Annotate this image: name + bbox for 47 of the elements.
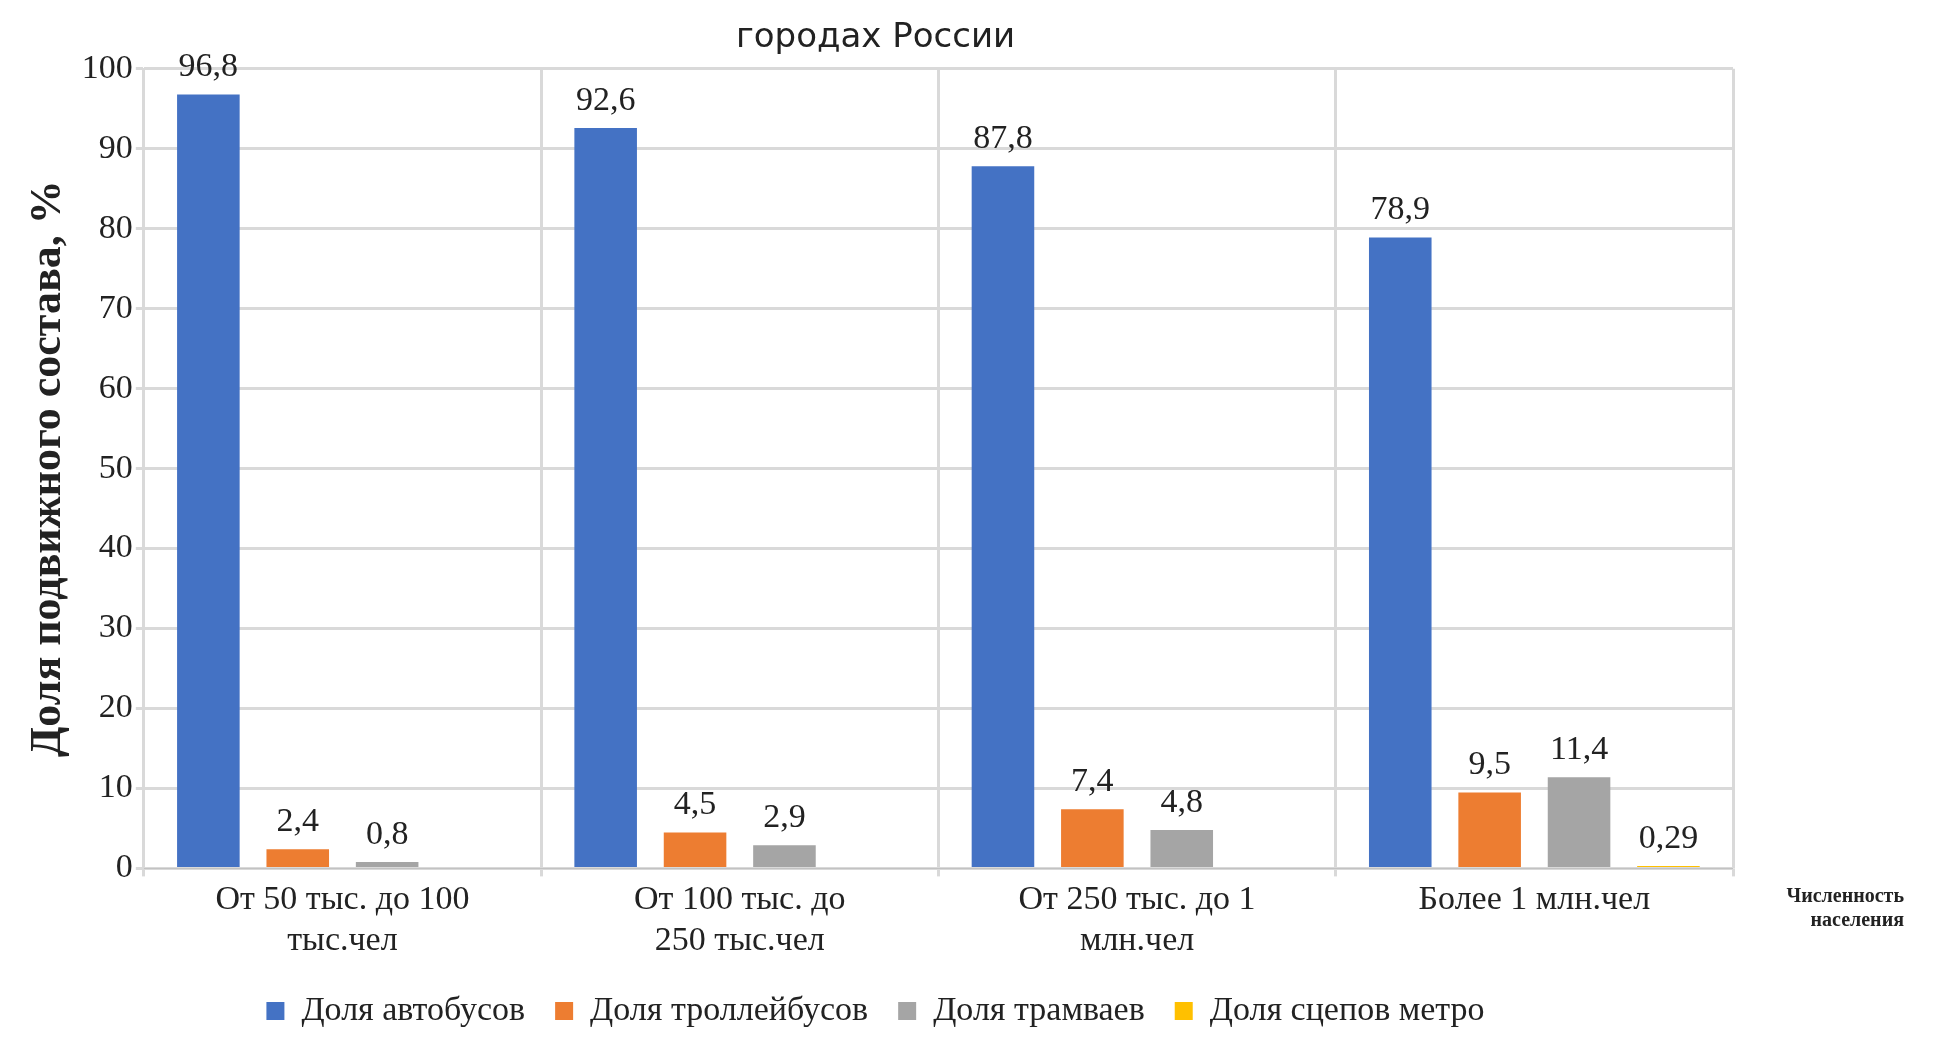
x-axis-title: Численность населения (1786, 883, 1905, 930)
data-label: 87,8 (973, 118, 1033, 156)
data-label: 4,8 (1160, 781, 1203, 819)
x-tick-label: От 250 тыс. до 1 млн.чел (1018, 878, 1256, 957)
x-tick-label: Более 1 млн.чел (1418, 878, 1651, 916)
bar (1061, 809, 1124, 867)
y-tick-label: 90 (98, 127, 133, 165)
y-axis-title: Доля подвижного состава, % (20, 180, 70, 757)
bar (574, 127, 637, 867)
data-label: 2,4 (276, 801, 319, 839)
y-tick-label: 70 (98, 287, 133, 325)
data-label: 7,4 (1071, 761, 1114, 799)
data-label: 78,9 (1370, 189, 1431, 227)
data-label: 11,4 (1549, 729, 1609, 767)
data-label: 96,8 (178, 46, 239, 84)
legend-label: Доля троллейбусов (590, 989, 869, 1027)
y-tick-label: 100 (81, 47, 133, 85)
bar (753, 845, 816, 867)
bar (355, 862, 419, 867)
legend-label: Доля автобусов (301, 989, 526, 1027)
y-tick-label: 60 (98, 367, 133, 405)
bar (1150, 830, 1214, 867)
bar (1458, 792, 1521, 867)
data-label: 0,29 (1638, 818, 1699, 855)
bar (177, 94, 240, 867)
y-tick-label: 30 (98, 607, 133, 645)
y-tick-label: 0 (115, 847, 133, 885)
y-tick-label: 50 (98, 447, 133, 485)
y-tick-label: 20 (98, 687, 133, 725)
data-label: 92,6 (575, 79, 636, 117)
y-tick-label: 10 (98, 767, 133, 805)
chart-title: городах России (735, 15, 1016, 56)
bar (266, 849, 330, 867)
data-label: 9,5 (1468, 744, 1511, 782)
legend-label: Доля трамваев (933, 989, 1145, 1027)
data-label: 0,8 (365, 813, 409, 851)
y-tick-label: 40 (98, 527, 133, 565)
data-label: 4,5 (673, 784, 717, 822)
bar (1368, 237, 1432, 867)
x-tick-label: От 100 тыс. до 250 тыс.чел (633, 878, 846, 957)
bar (663, 832, 727, 867)
x-tick-label: От 50 тыс. до 100 тыс.чел (215, 878, 470, 957)
data-label: 2,9 (763, 797, 806, 835)
y-tick-label: 80 (98, 207, 133, 245)
bar (1547, 777, 1611, 867)
legend-label: Доля сцепов метро (1209, 989, 1485, 1027)
bar (971, 166, 1035, 867)
